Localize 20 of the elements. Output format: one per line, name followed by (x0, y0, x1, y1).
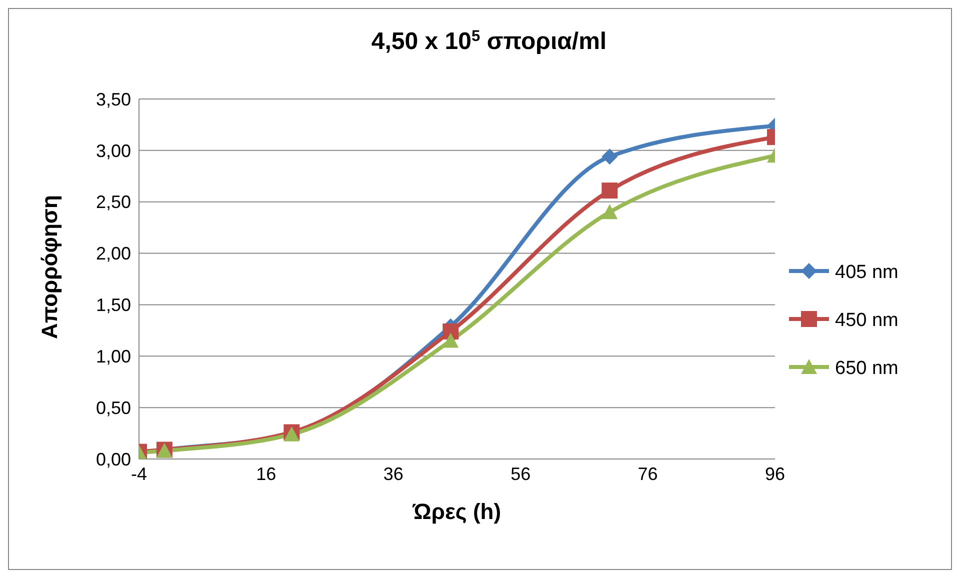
x-tick-label: 56 (510, 464, 531, 484)
y-tick-label: 2,00 (96, 244, 131, 264)
legend-label: 650 nm (835, 358, 898, 379)
x-tick-label: 96 (764, 464, 786, 484)
chart-title: 4,50 x 10$^{5}$ σπορια/ml (371, 28, 607, 55)
x-tick-label: 36 (383, 464, 404, 484)
x-tick-label: 76 (638, 464, 658, 484)
x-axis-title: Ώρες (h) (412, 499, 502, 524)
x-tick-label: -4 (130, 464, 148, 484)
y-tick-label: 2,50 (96, 192, 131, 212)
y-tick-label: 3,00 (96, 140, 131, 161)
y-tick-label: 1,00 (96, 346, 131, 367)
x-tick-label: 16 (256, 464, 276, 484)
y-tick-label: 0,00 (96, 449, 131, 470)
y-tick-label: 1,50 (96, 295, 131, 316)
legend-label: 450 nm (835, 310, 898, 331)
y-tick-label: 0,50 (96, 398, 131, 418)
y-tick-label: 3,50 (96, 89, 131, 110)
y-axis-title: Απορρόφηση (36, 195, 62, 339)
legend-label: 405 nm (835, 262, 898, 283)
